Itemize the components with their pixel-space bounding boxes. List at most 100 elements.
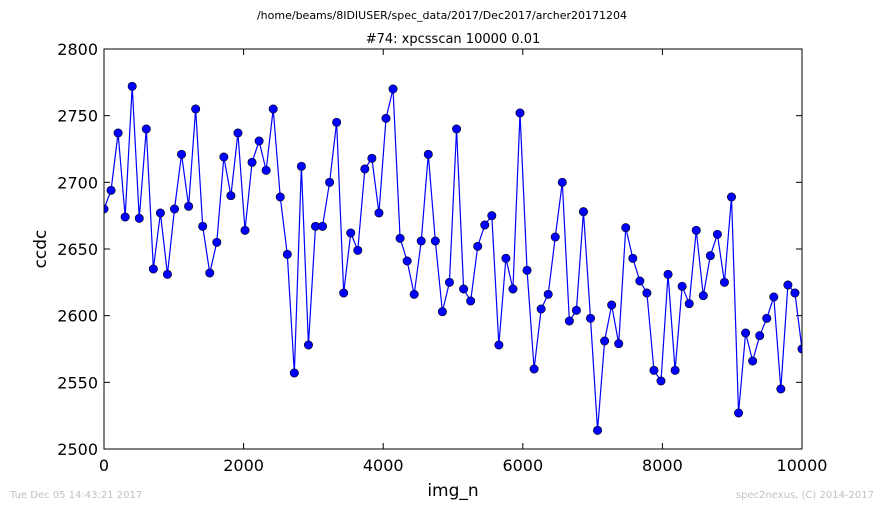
data-point	[296, 161, 306, 171]
data-point	[367, 153, 377, 163]
data-point	[275, 192, 285, 202]
data-point	[191, 104, 201, 114]
data-point	[691, 225, 701, 235]
data-point	[473, 241, 483, 251]
data-point	[466, 296, 476, 306]
data-point	[741, 328, 751, 338]
data-point	[719, 277, 729, 287]
data-point	[247, 157, 257, 167]
data-point	[705, 251, 715, 261]
x-tick-label: 4000	[363, 456, 404, 475]
y-tick-label: 2800	[57, 40, 98, 59]
x-tick-label: 0	[99, 456, 109, 475]
data-point	[416, 236, 426, 246]
data-point	[339, 288, 349, 298]
data-point	[353, 245, 363, 255]
data-point	[402, 256, 412, 266]
data-point	[261, 165, 271, 175]
data-point	[437, 307, 447, 317]
data-point	[162, 269, 172, 279]
data-point	[621, 223, 631, 233]
data-point	[318, 221, 328, 231]
x-tick-label: 8000	[642, 456, 683, 475]
data-point	[226, 191, 236, 201]
data-point	[289, 368, 299, 378]
data-point	[106, 185, 116, 195]
data-point	[148, 264, 158, 274]
data-point	[332, 117, 342, 127]
y-tick-label: 2600	[57, 307, 98, 326]
y-tick-label: 2700	[57, 173, 98, 192]
data-point	[113, 128, 123, 138]
data-point	[177, 149, 187, 159]
data-point	[762, 313, 772, 323]
data-point	[769, 292, 779, 302]
data-point	[515, 108, 525, 118]
x-tick-label: 2000	[223, 456, 264, 475]
data-point	[790, 288, 800, 298]
data-point	[494, 340, 504, 350]
data-point	[670, 365, 680, 375]
data-point	[614, 339, 624, 349]
data-point	[642, 288, 652, 298]
data-point	[593, 425, 603, 435]
data-point	[783, 280, 793, 290]
data-layer	[104, 81, 802, 435]
data-point	[677, 281, 687, 291]
data-point	[508, 284, 518, 294]
data-point	[268, 104, 278, 114]
footer-credit: spec2nexus, (C) 2014-2017	[736, 490, 874, 501]
data-point	[557, 177, 567, 187]
data-point	[395, 233, 405, 243]
data-point	[303, 340, 313, 350]
data-point	[381, 113, 391, 123]
axes-frame	[103, 48, 803, 450]
data-point	[487, 211, 497, 221]
data-point	[184, 201, 194, 211]
data-point	[578, 207, 588, 217]
data-point	[459, 284, 469, 294]
x-tick-label: 10000	[777, 456, 828, 475]
data-point	[127, 81, 137, 91]
footer-timestamp: Tue Dec 05 14:43:21 2017	[9, 490, 142, 501]
data-point	[571, 305, 581, 315]
data-point	[776, 384, 786, 394]
data-point	[748, 356, 758, 366]
data-point	[586, 313, 596, 323]
data-point	[205, 268, 215, 278]
data-point	[254, 136, 264, 146]
data-point	[409, 289, 419, 299]
data-point	[480, 220, 490, 230]
y-tick-label: 2500	[57, 440, 98, 459]
data-point	[198, 221, 208, 231]
figure-suptitle: /home/beams/8IDIUSER/spec_data/2017/Dec2…	[257, 9, 627, 22]
x-axis-label: img_n	[427, 481, 478, 501]
data-point	[712, 229, 722, 239]
data-point	[635, 276, 645, 286]
data-point	[727, 192, 737, 202]
data-point	[755, 331, 765, 341]
data-point	[388, 84, 398, 94]
data-point	[529, 364, 539, 374]
data-point	[169, 204, 179, 214]
data-point	[120, 212, 130, 222]
data-point	[663, 269, 673, 279]
data-point	[374, 208, 384, 218]
data-point	[240, 225, 250, 235]
data-point	[233, 128, 243, 138]
data-point	[282, 249, 292, 259]
data-point	[141, 124, 151, 134]
plot-area	[104, 49, 802, 449]
data-point	[219, 152, 229, 162]
data-point	[656, 376, 666, 386]
y-tick-label: 2550	[57, 373, 98, 392]
data-point	[134, 213, 144, 223]
data-point	[360, 164, 370, 174]
y-tick-label: 2750	[57, 107, 98, 126]
chart-title: #74: xpcsscan 10000 0.01	[366, 32, 541, 47]
data-point	[536, 304, 546, 314]
data-point	[734, 408, 744, 418]
data-point	[212, 237, 222, 247]
data-point	[628, 253, 638, 263]
